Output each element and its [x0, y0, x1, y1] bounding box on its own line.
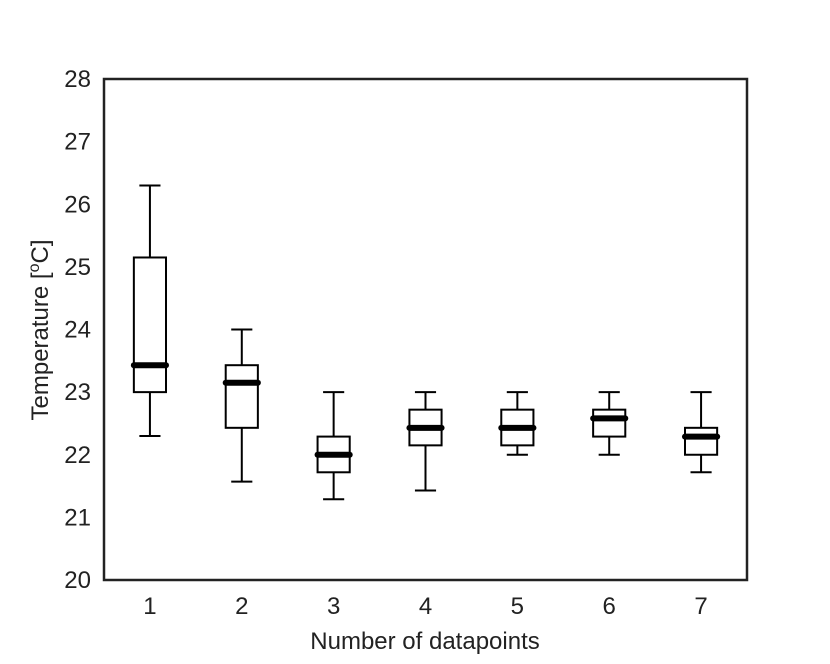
y-tick-label: 27 — [64, 129, 91, 156]
x-tick-label: 4 — [419, 593, 432, 620]
box-1 — [130, 184, 170, 437]
y-tick-label: 28 — [64, 66, 91, 93]
box-5 — [498, 391, 537, 456]
y-tick-label: 23 — [64, 379, 91, 406]
box-iqr — [683, 426, 719, 456]
y-tick-label: 24 — [64, 317, 91, 344]
x-tick-label: 1 — [143, 593, 156, 620]
box-4 — [406, 391, 445, 492]
box-6 — [590, 391, 629, 456]
y-tick-label: 22 — [64, 442, 91, 469]
y-axis-title-prefix: Temperature [ — [27, 272, 54, 420]
y-tick-label: 20 — [64, 567, 91, 594]
x-tick-label: 2 — [235, 593, 248, 620]
x-tick-label: 3 — [327, 593, 340, 620]
y-axis-title: Temperature [oC] — [26, 240, 54, 421]
y-tick-label: 26 — [64, 191, 91, 218]
box-iqr — [224, 364, 259, 429]
x-axis-title: Number of datapoints — [310, 628, 539, 655]
y-axis-title-suffix: C] — [27, 240, 54, 264]
box-3 — [314, 391, 353, 501]
box-iqr — [592, 408, 627, 438]
y-axis-title-superscript: o — [26, 263, 43, 272]
y-tick-label: 21 — [64, 504, 91, 531]
plot-area — [102, 77, 749, 582]
box-2 — [222, 328, 261, 483]
x-axis-ticks: 1 2 3 4 5 6 7 — [143, 593, 708, 620]
x-tick-label: 7 — [694, 593, 707, 620]
box-iqr — [132, 256, 168, 394]
box-7 — [681, 391, 721, 474]
y-tick-label: 25 — [64, 254, 91, 281]
y-axis-ticks: 20 21 22 23 24 25 26 27 28 — [64, 66, 91, 594]
x-tick-label: 6 — [603, 593, 616, 620]
box-series — [130, 184, 721, 501]
x-tick-label: 5 — [511, 593, 524, 620]
